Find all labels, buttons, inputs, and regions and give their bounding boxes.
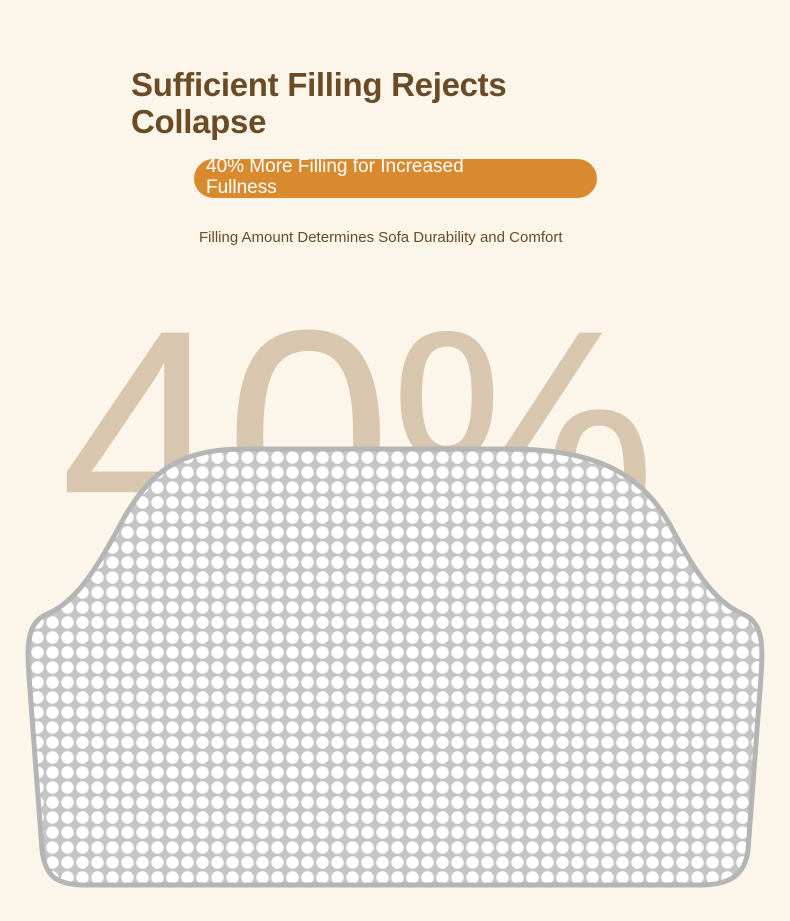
caption-text: Filling Amount Determines Sofa Durabilit…: [199, 229, 563, 246]
cushion-shape: [25, 446, 765, 888]
filling-badge: 40% More Filling for Increased Fullness: [194, 159, 597, 198]
page-title: Sufficient Filling Rejects Collapse: [131, 66, 507, 140]
filling-badge-label: 40% More Filling for Increased Fullness: [206, 159, 464, 198]
